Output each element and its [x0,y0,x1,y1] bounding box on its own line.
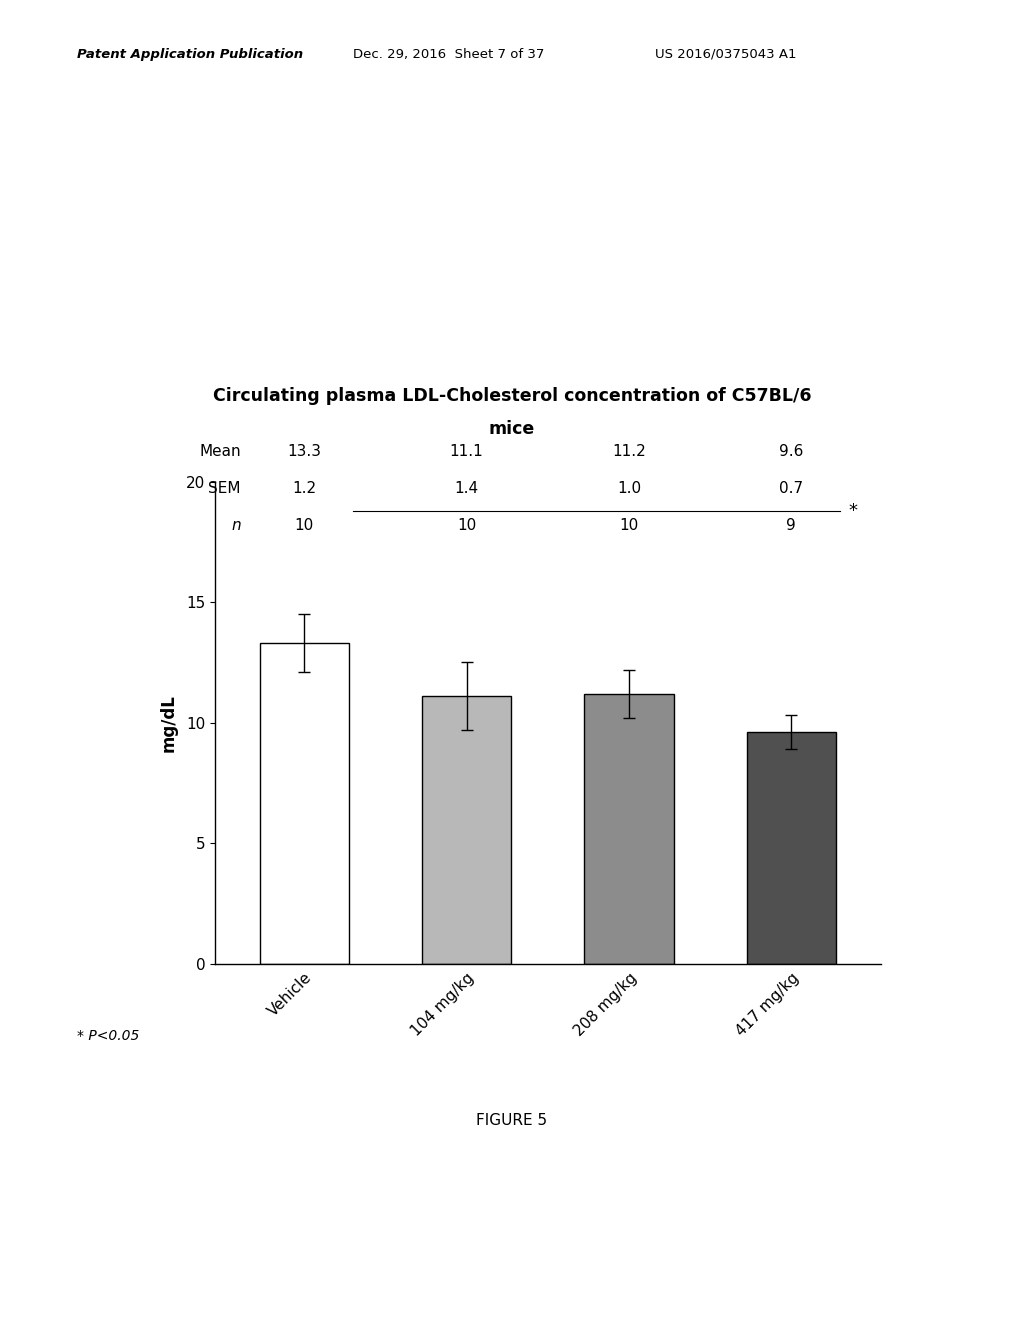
Text: SEM: SEM [208,480,241,496]
Text: 9.6: 9.6 [779,444,804,459]
Y-axis label: mg/dL: mg/dL [160,694,178,751]
Bar [585,694,674,964]
Text: FIGURE 5: FIGURE 5 [476,1113,548,1127]
Text: 11.1: 11.1 [450,444,483,459]
Text: 417 mg/kg: 417 mg/kg [733,970,802,1039]
Text: Dec. 29, 2016  Sheet 7 of 37: Dec. 29, 2016 Sheet 7 of 37 [353,48,545,61]
Text: 13.3: 13.3 [288,444,322,459]
Text: 1.4: 1.4 [455,480,479,496]
Text: 0.7: 0.7 [779,480,804,496]
Text: n: n [231,517,241,533]
Text: 208 mg/kg: 208 mg/kg [571,970,640,1039]
Bar [422,696,511,964]
Text: 1.2: 1.2 [292,480,316,496]
Text: 1.0: 1.0 [616,480,641,496]
Text: Circulating plasma LDL-Cholesterol concentration of C57BL/6: Circulating plasma LDL-Cholesterol conce… [213,387,811,405]
Text: 10: 10 [620,517,639,533]
Text: Patent Application Publication: Patent Application Publication [77,48,303,61]
Text: 10: 10 [295,517,314,533]
Text: *: * [848,502,857,520]
Bar [746,733,836,964]
Text: 104 mg/kg: 104 mg/kg [409,970,477,1039]
Text: Vehicle: Vehicle [265,970,315,1019]
Text: US 2016/0375043 A1: US 2016/0375043 A1 [655,48,797,61]
Text: * P<0.05: * P<0.05 [77,1030,139,1043]
Text: 10: 10 [457,517,476,533]
Text: 11.2: 11.2 [612,444,646,459]
Text: Mean: Mean [199,444,241,459]
Text: mice: mice [488,420,536,438]
Bar [260,643,349,964]
Text: 9: 9 [786,517,797,533]
